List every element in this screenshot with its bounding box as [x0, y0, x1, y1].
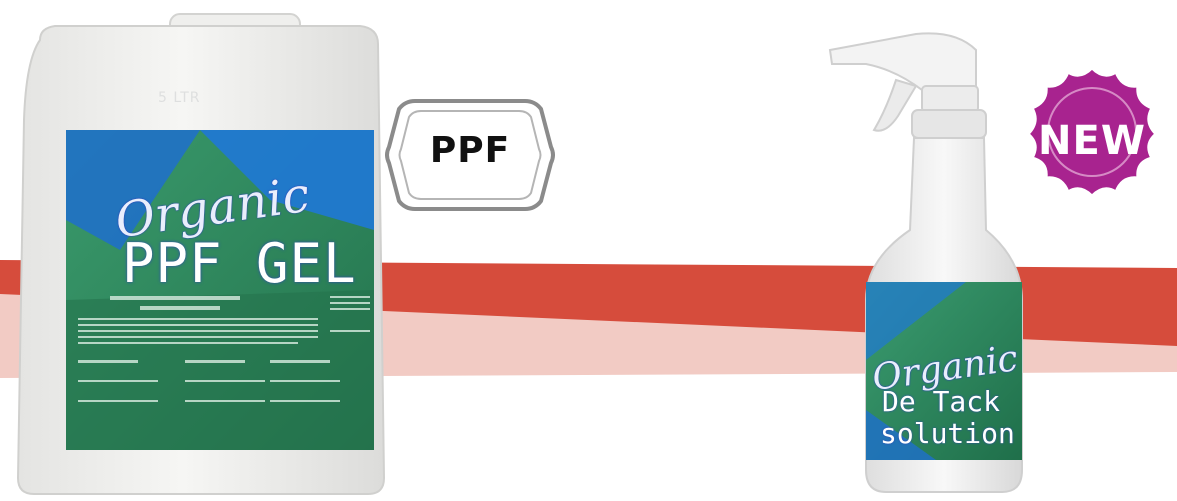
bottle-label-line2: solution — [880, 417, 1015, 450]
ppf-gel-jug — [16, 13, 386, 495]
ppf-badge-text: PPF — [429, 130, 511, 171]
new-badge-text: NEW — [1038, 118, 1146, 164]
detack-spray-bottle — [828, 32, 1023, 493]
new-badge — [1025, 65, 1159, 199]
jug-embossed-mark: 5 LTR — [158, 90, 201, 106]
ppf-diamond-badge — [385, 99, 555, 211]
bottle-label-line1: De Tack — [882, 385, 1001, 418]
jug-label-title: PPF GEL — [122, 232, 357, 295]
